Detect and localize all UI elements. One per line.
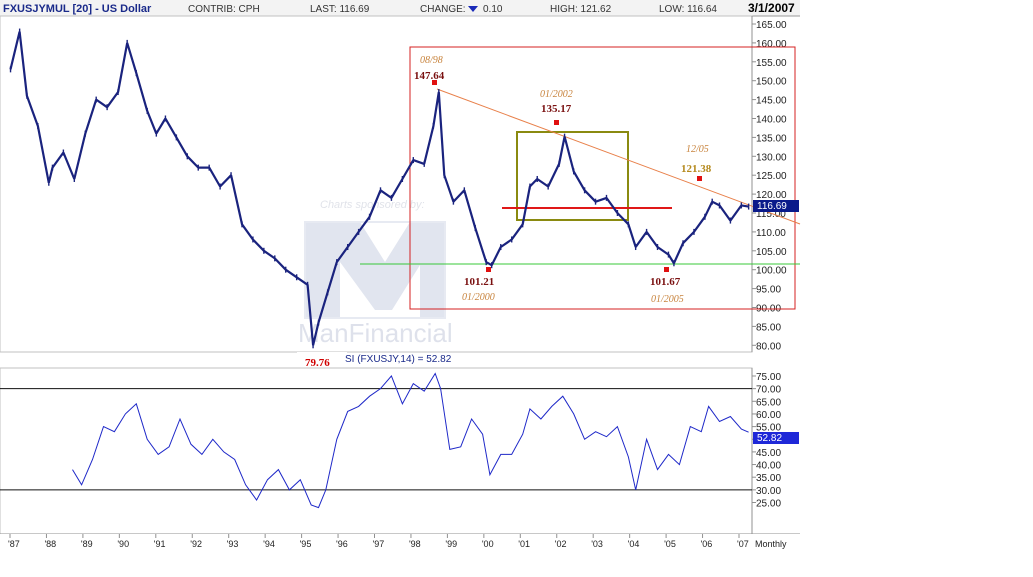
highlight-box-olive — [516, 131, 629, 221]
annotation-value-peak-2005: 121.38 — [681, 163, 712, 175]
annotation-date-peak-2005: 12/05 — [686, 144, 709, 155]
annotation-date-low-2005: 01/2005 — [651, 294, 684, 305]
price-y-tick-label: 155.00 — [756, 58, 787, 69]
last-label: LAST: 116.69 — [310, 4, 370, 15]
change-label: CHANGE: — [420, 4, 466, 15]
x-tick-label: '97 — [373, 539, 385, 549]
watermark-logo-icon — [304, 221, 446, 319]
indicator-y-tick-label: 40.00 — [756, 461, 781, 472]
price-y-tick-label: 100.00 — [756, 266, 787, 277]
indicator-value-badge-text: 52.82 — [757, 433, 782, 444]
price-y-tick-label: 165.00 — [756, 20, 787, 31]
x-tick-label: '00 — [482, 539, 494, 549]
x-tick-label: '07 — [737, 539, 749, 549]
annotation-value-low-1995: 79.76 — [305, 357, 330, 369]
x-tick-label: '90 — [117, 539, 129, 549]
annotation-value-low-2005: 101.67 — [650, 276, 681, 288]
indicator-series — [72, 372, 749, 509]
change-value: 0.10 — [483, 4, 503, 15]
marker-low-2005 — [664, 267, 669, 272]
annotation-date-low-2000: 01/2000 — [462, 292, 495, 303]
x-tick-label: '06 — [701, 539, 713, 549]
x-tick-label: '95 — [300, 539, 312, 549]
x-tick-label: '05 — [664, 539, 676, 549]
indicator-y-tick-label: 45.00 — [756, 448, 781, 459]
indicator-y-tick-label: 60.00 — [756, 410, 781, 421]
marker-peak-2005 — [697, 176, 702, 181]
indicator-header: 79.76 SI (FXUSJY,14) = 52.82 — [297, 352, 452, 369]
x-tick-label: '89 — [81, 539, 93, 549]
price-y-tick-label: 150.00 — [756, 77, 787, 88]
chart-date: 3/1/2007 — [748, 1, 795, 15]
indicator-y-tick-label: 70.00 — [756, 385, 781, 396]
x-axis: '87 '88 '89 '90 '91 '92 '93 '94 '95 '96 '97 '98 '99 '… — [0, 533, 800, 550]
indicator-y-tick-label: 30.00 — [756, 486, 781, 497]
highlight-box-red — [409, 46, 796, 310]
indicator-y-tick-label: 55.00 — [756, 423, 781, 434]
price-y-tick-label: 85.00 — [756, 322, 781, 333]
high-label: HIGH: 121.62 — [550, 4, 612, 15]
x-tick-label: '02 — [555, 539, 567, 549]
price-y-tick-label: 140.00 — [756, 115, 787, 126]
x-tick-label: '93 — [227, 539, 239, 549]
x-axis-frequency-label: Monthly — [755, 539, 787, 549]
last-value-badge-text: 116.69 — [757, 201, 787, 212]
price-series — [9, 28, 750, 349]
indicator-panel: 75.0070.0065.0060.0055.0050.0045.0040.00… — [0, 367, 799, 535]
x-tick-label: '01 — [518, 539, 530, 549]
marker-low-2000 — [486, 267, 491, 272]
x-tick-label: '88 — [44, 539, 56, 549]
x-tick-label: '87 — [8, 539, 20, 549]
indicator-y-tick-label: 75.00 — [756, 372, 781, 383]
price-y-tick-label: 125.00 — [756, 171, 787, 182]
indicator-y-tick-label: 25.00 — [756, 499, 781, 510]
x-tick-label: '03 — [591, 539, 603, 549]
x-tick-label: '98 — [409, 539, 421, 549]
annotation-value-low-2000: 101.21 — [464, 276, 494, 288]
annotation-value-peak-2002: 135.17 — [541, 103, 572, 115]
price-y-tick-label: 145.00 — [756, 96, 787, 107]
annotation-value-peak-1998: 147.64 — [414, 70, 445, 82]
indicator-line — [72, 372, 749, 509]
header-bar: FXUSJYMUL [20] - US Dollar CONTRIB: CPH … — [0, 0, 800, 17]
x-tick-label: '94 — [263, 539, 275, 549]
watermark-sponsor-text: Charts sponsored by: — [320, 199, 425, 211]
price-y-axis: 165.00 160.00 155.00 150.00 145.00 140.00 135.… — [752, 20, 787, 352]
x-tick-label: '91 — [154, 539, 166, 549]
price-y-tick-label: 95.00 — [756, 285, 781, 296]
indicator-label: SI (FXUSJY,14) = 52.82 — [345, 354, 452, 365]
price-y-tick-label: 130.00 — [756, 152, 787, 163]
watermark: Charts sponsored by: ManFinancial — [298, 199, 453, 348]
indicator-value-badge — [753, 432, 799, 444]
x-tick-label: '04 — [628, 539, 640, 549]
x-tick-label: '96 — [336, 539, 348, 549]
price-panel: 165.00 160.00 155.00 150.00 145.00 140.00 135.… — [0, 15, 801, 353]
price-y-tick-label: 105.00 — [756, 247, 787, 258]
indicator-y-tick-label: 35.00 — [756, 473, 781, 484]
trend-line — [436, 88, 801, 225]
indicator-y-tick-label: 65.00 — [756, 397, 781, 408]
annotation-date-peak-2002: 01/2002 — [540, 89, 573, 100]
x-tick-label: '92 — [190, 539, 202, 549]
last-value-badge — [753, 200, 799, 212]
price-y-tick-label: 115.00 — [756, 209, 786, 220]
triangle-down-icon — [468, 6, 478, 12]
price-y-tick-label: 110.00 — [756, 228, 786, 239]
watermark-brand: ManFinancial — [298, 318, 453, 348]
price-y-tick-label: 80.00 — [756, 341, 781, 352]
price-y-tick-label: 135.00 — [756, 133, 787, 144]
low-label: LOW: 116.64 — [659, 4, 717, 15]
marker-peak-2002 — [554, 120, 559, 125]
price-y-tick-label: 160.00 — [756, 39, 787, 50]
marker-peak-1998 — [432, 80, 437, 85]
contrib-label: CONTRIB: CPH — [188, 4, 260, 15]
indicator-reference-lines — [0, 388, 752, 491]
x-tick-label: '99 — [445, 539, 457, 549]
annotation-date-peak-1998: 08/98 — [420, 55, 443, 66]
chart-title: FXUSJYMUL [20] - US Dollar — [3, 3, 152, 15]
price-y-tick-label: 120.00 — [756, 190, 787, 201]
x-axis-ticks: '87 '88 '89 '90 '91 '92 '93 '94 '95 '96 '97 '98 '99 '… — [8, 534, 749, 549]
